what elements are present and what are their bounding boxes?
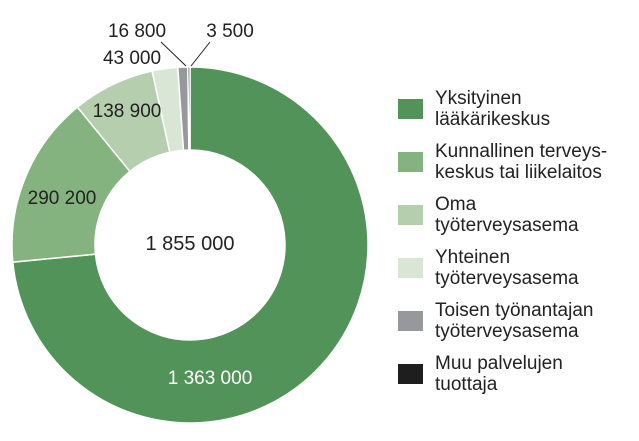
slice-label-5: 16 800 <box>108 21 166 42</box>
leader-lines <box>160 41 211 67</box>
donut-slice-6 <box>187 66 191 151</box>
slice-label-1: 1 363 000 <box>168 368 253 389</box>
legend-label: Yksityinen lääkärikeskus <box>435 88 551 130</box>
legend-item-3: Oma työterveysasema <box>398 194 634 247</box>
donut-slices <box>11 66 369 424</box>
legend-label: Yhteinen työterveysasema <box>435 247 579 289</box>
slice-label-6: 3 500 <box>206 21 254 42</box>
legend-swatch <box>398 311 423 331</box>
legend-swatch <box>398 205 423 225</box>
legend-item-2: Kunnallinen terveys- keskus tai liikelai… <box>398 141 634 194</box>
slice-label-2: 290 200 <box>28 188 97 209</box>
donut-slice-1 <box>12 66 369 424</box>
legend-swatch <box>398 99 423 119</box>
legend-item-6: Muu palvelujen tuottaja <box>398 353 634 406</box>
leader-line-6 <box>190 41 211 67</box>
legend-swatch <box>398 152 423 172</box>
legend-item-4: Yhteinen työterveysasema <box>398 247 634 300</box>
legend-swatch <box>398 364 423 384</box>
legend-label: Kunnallinen terveys- keskus tai liikelai… <box>435 141 608 183</box>
legend-item-5: Toisen työnantajan työterveysasema <box>398 300 634 353</box>
legend-label: Toisen työnantajan työterveysasema <box>435 300 594 342</box>
total-label: 1 855 000 <box>146 233 235 255</box>
legend-item-1: Yksityinen lääkärikeskus <box>398 88 634 141</box>
slice-labels: 1 363 000 290 200 138 900 43 000 16 800 3 500 <box>28 21 254 389</box>
legend: Yksityinen lääkärikeskus Kunnallinen terv… <box>398 88 634 406</box>
slice-label-3: 138 900 <box>93 101 162 122</box>
legend-label: Oma työterveysasema <box>435 194 579 236</box>
legend-label: Muu palvelujen tuottaja <box>435 353 563 395</box>
leader-line-5 <box>160 41 187 67</box>
slice-label-4: 43 000 <box>103 48 161 69</box>
legend-swatch <box>398 258 423 278</box>
